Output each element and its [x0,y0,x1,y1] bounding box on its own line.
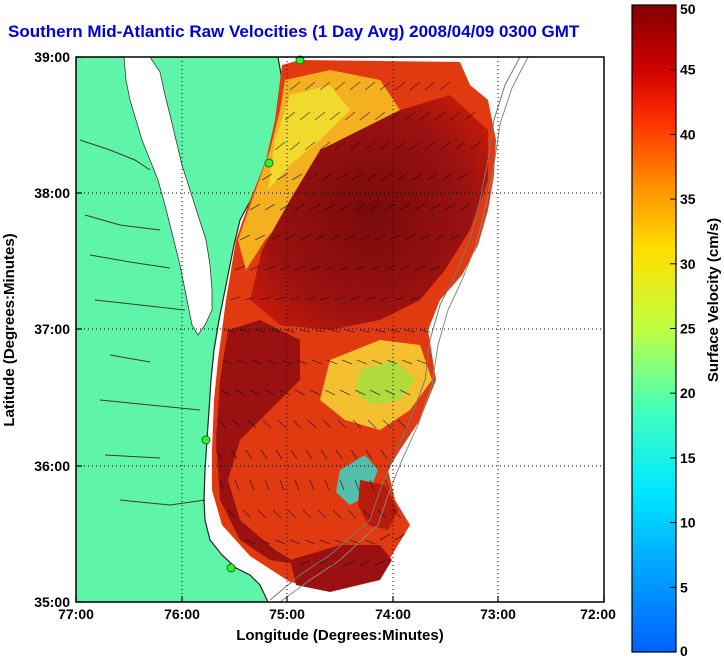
chesapeake-bay [123,57,213,336]
land-mass [76,57,282,602]
y-tick-label: 38:00 [34,185,70,201]
bay-tributary [79,139,206,506]
y-tick-label: 36:00 [34,458,70,474]
y-tick-label: 35:00 [34,594,70,610]
y-tick-label: 39:00 [34,49,70,65]
x-tick-label: 73:00 [480,606,516,622]
map-title: Southern Mid-Atlantic Raw Velocities (1 … [8,22,580,41]
radar-site-marker [295,55,305,65]
x-axis-label: Longitude (Degrees:Minutes) [236,627,444,644]
radar-site-marker [226,563,236,573]
bathymetry-contour-2 [279,57,529,602]
velocity-vectors [215,81,481,566]
x-tick-label: 75:00 [269,606,305,622]
x-tick-label: 74:00 [375,606,411,622]
y-axis-label: Latitude (Degrees:Minutes) [1,233,18,426]
x-tick-label: 72:00 [580,606,616,622]
y-tick-label: 37:00 [34,321,70,337]
bathymetry-contour [269,57,521,601]
grid-lines [76,57,604,602]
radar-sites [201,55,305,573]
x-tick-label: 76:00 [164,606,200,622]
radar-site-marker [201,435,211,445]
radar-site-marker [264,158,274,168]
x-tick-label: 77:00 [58,606,94,622]
